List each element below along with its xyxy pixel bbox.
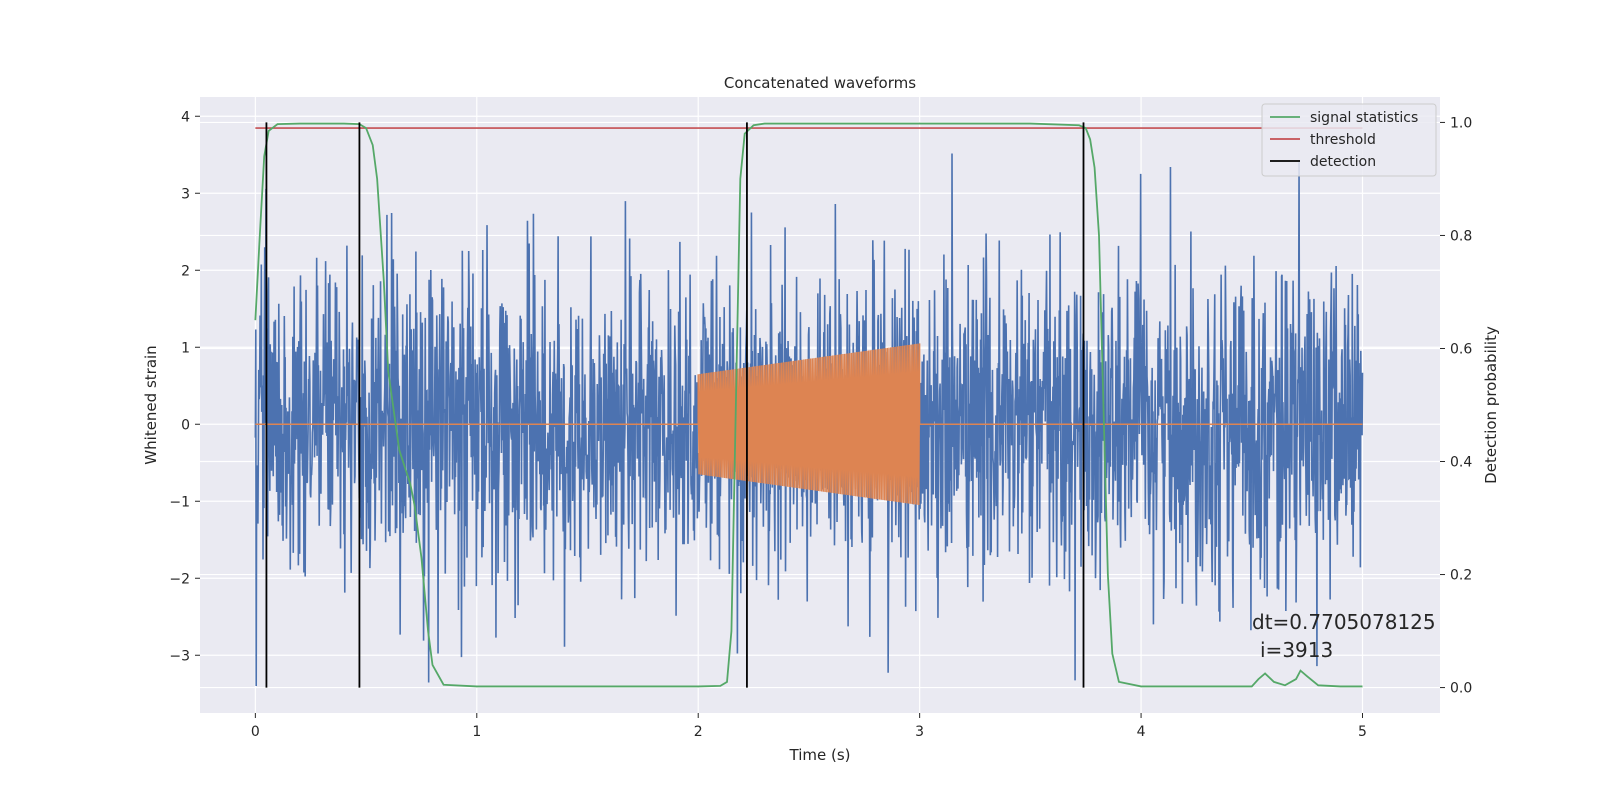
x-tick-label: 3	[915, 724, 924, 740]
x-tick-label: 4	[1137, 724, 1146, 740]
y2-axis-ticks: 0.0 0.2 0.4 0.6 0.8 1.0	[1440, 115, 1472, 697]
x-axis-ticks: 0 1 2 3 4 5	[251, 713, 1367, 740]
x-tick-label: 2	[694, 724, 703, 740]
y-tick-label: 2	[181, 263, 190, 279]
x-tick-label: 1	[472, 724, 481, 740]
y2-tick-label: 0.6	[1450, 341, 1472, 357]
y-tick-label: −3	[169, 648, 190, 664]
annotation-dt: dt=0.7705078125	[1252, 610, 1436, 634]
legend: signal statistics threshold detection	[1261, 103, 1437, 177]
y2-tick-label: 0.4	[1450, 455, 1472, 471]
x-tick-label: 5	[1358, 724, 1367, 740]
y-tick-label: −1	[169, 494, 190, 510]
x-tick-label: 0	[251, 724, 260, 740]
y2-tick-label: 1.0	[1450, 115, 1472, 131]
legend-label-detection: detection	[1310, 154, 1376, 170]
y-axis-label: Whitened strain	[142, 345, 160, 464]
detection-lines	[265, 122, 1085, 688]
y-tick-label: −2	[169, 571, 190, 587]
y2-tick-label: 0.2	[1450, 568, 1472, 584]
series-injected-waveform	[255, 343, 1363, 505]
series-signal-statistics	[254, 122, 1363, 688]
y-tick-label: 1	[181, 340, 190, 356]
x-axis-label: Time (s)	[789, 746, 851, 764]
y-tick-label: 0	[181, 417, 190, 433]
y2-axis-label: Detection probability	[1482, 326, 1500, 484]
y2-tick-label: 0.8	[1450, 228, 1472, 244]
y-tick-label: 3	[181, 186, 190, 202]
chart-title: Concatenated waveforms	[724, 74, 916, 92]
legend-label-signal-statistics: signal statistics	[1310, 110, 1418, 126]
legend-box	[1261, 103, 1437, 177]
y2-tick-label: 0.0	[1450, 681, 1472, 697]
series-whitened-strain	[254, 153, 1364, 687]
y-tick-label: 4	[181, 109, 190, 125]
annotation-i: i=3913	[1260, 638, 1333, 662]
y-axis-ticks: −3 −2 −1 0 1 2 3 4	[169, 109, 200, 664]
legend-label-threshold: threshold	[1310, 132, 1376, 148]
